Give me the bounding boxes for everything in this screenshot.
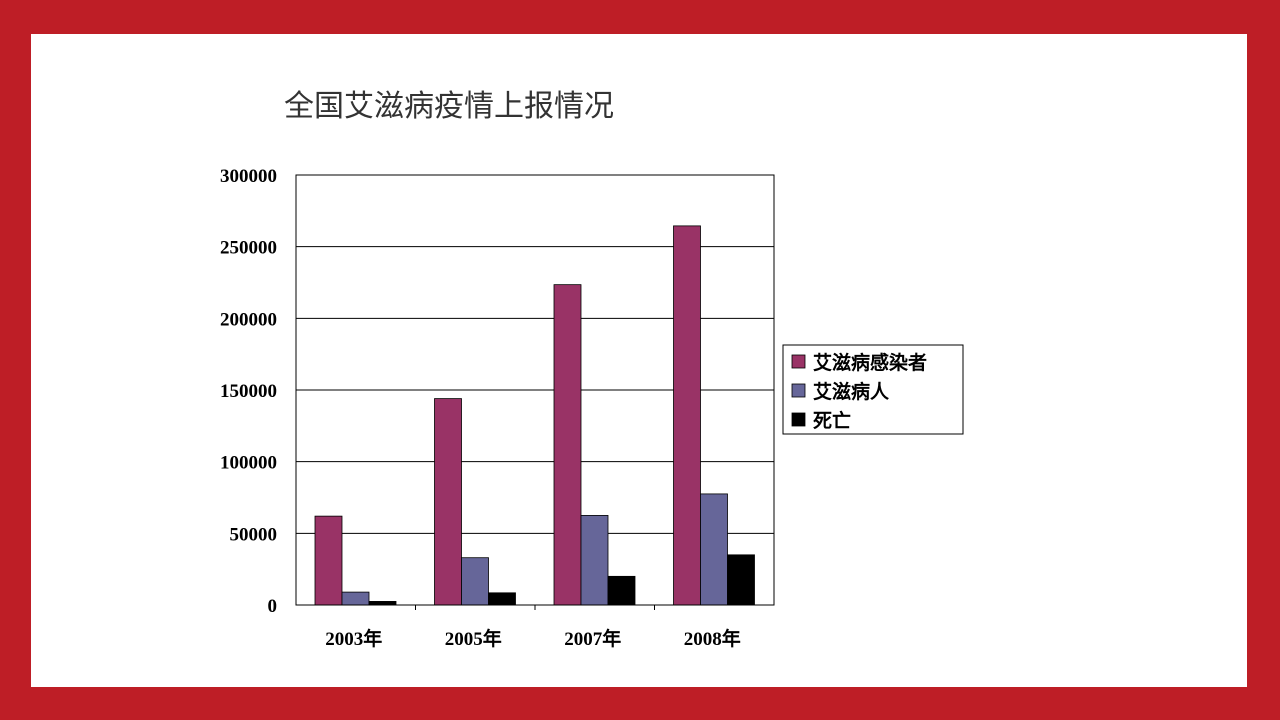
bar-2-1 <box>341 591 370 606</box>
x-tick-label: 2008年 <box>684 627 741 650</box>
x-tick-label: 2007年 <box>564 627 621 650</box>
bar-1-1 <box>314 515 343 606</box>
chart-title: 全国艾滋病疫情上报情况 <box>284 89 614 124</box>
legend-swatch <box>791 354 806 369</box>
y-tick-label: 0 <box>268 596 278 617</box>
y-tick-label: 150000 <box>220 381 277 402</box>
legend-swatch <box>791 412 806 427</box>
bar-1-4 <box>673 225 701 606</box>
bar-1-3 <box>553 284 582 606</box>
bar-2-2 <box>461 557 489 606</box>
y-tick-label: 100000 <box>220 453 277 474</box>
x-tick-label: 2005年 <box>445 627 502 650</box>
bar-3-3 <box>607 575 636 606</box>
x-tick-label: 2003年 <box>325 627 382 650</box>
legend-label: 死亡 <box>813 409 851 432</box>
bar-3-4 <box>727 554 755 606</box>
legend <box>782 344 964 435</box>
y-tick-label: 200000 <box>220 309 277 330</box>
bar-3-1 <box>368 601 397 606</box>
y-tick-label: 300000 <box>220 166 277 187</box>
legend-label: 艾滋病感染者 <box>813 351 927 374</box>
bar-2-3 <box>580 515 609 606</box>
slide: 全国艾滋病疫情上报情况 0 50000 100000 150000 200000 2500… <box>31 34 1247 687</box>
bar-3-2 <box>488 592 516 606</box>
legend-label: 艾滋病人 <box>813 380 890 403</box>
y-tick-label: 50000 <box>230 524 278 545</box>
y-tick-label: 250000 <box>220 238 277 259</box>
chart: 全国艾滋病疫情上报情况 0 50000 100000 150000 200000 2500… <box>220 89 964 650</box>
bar-1-2 <box>434 398 462 606</box>
bar-2-4 <box>700 493 728 606</box>
legend-swatch <box>791 383 806 398</box>
